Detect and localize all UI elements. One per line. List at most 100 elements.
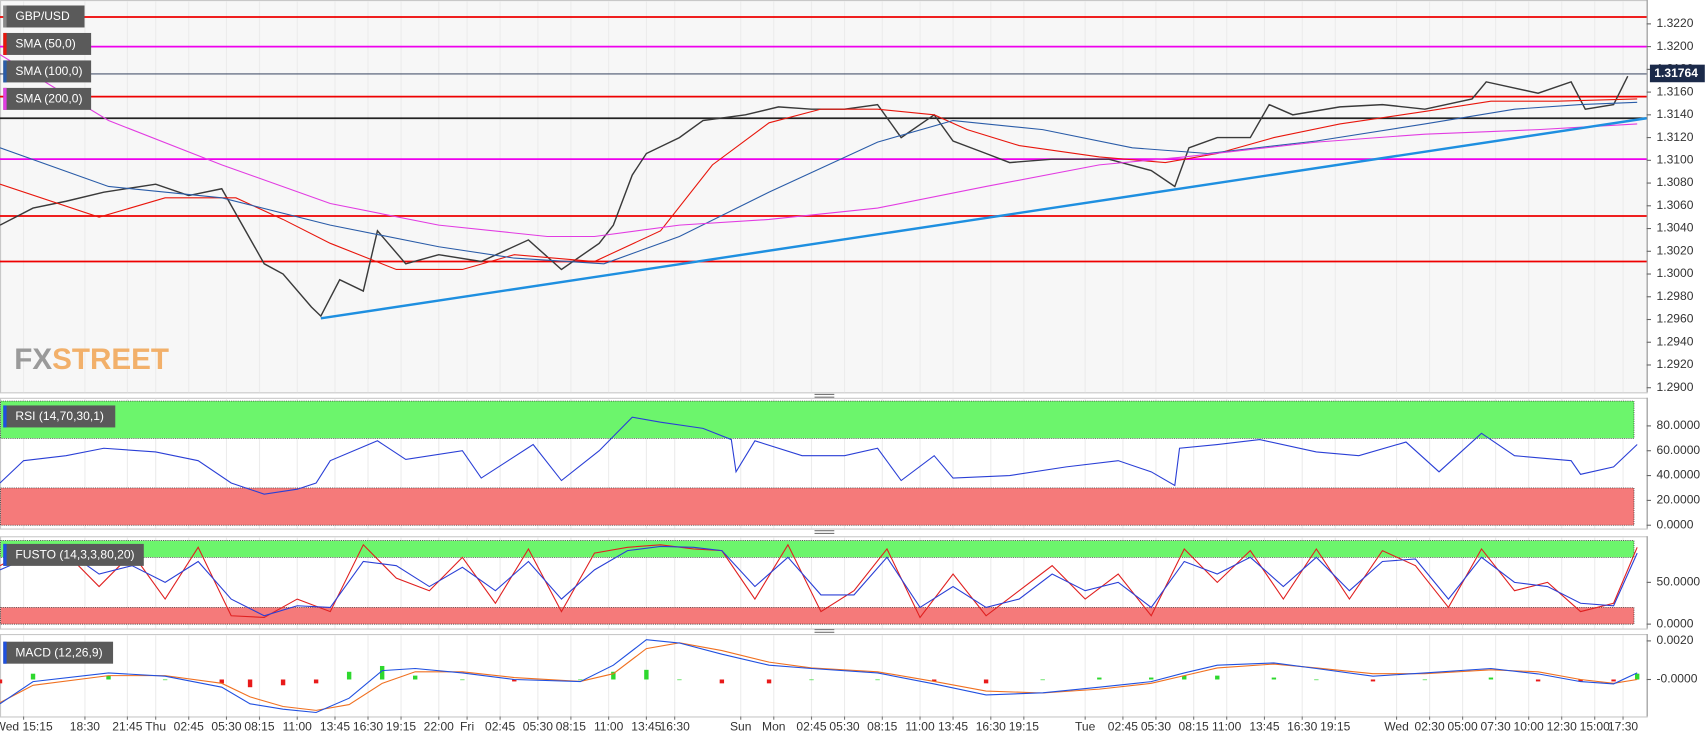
y-tick-label: 20.0000	[1657, 493, 1701, 507]
label-box	[3, 32, 92, 55]
histogram-bar	[219, 679, 224, 684]
y-tick-label: 1.2980	[1657, 289, 1694, 303]
x-tick-label: 12:30	[1547, 720, 1577, 734]
histogram-bar	[719, 679, 725, 684]
zone	[0, 540, 1635, 558]
x-tick-label: 08:15	[867, 720, 897, 734]
label-text: SMA (100,0)	[15, 64, 82, 78]
y-tick-label: 1.3040	[1657, 221, 1694, 235]
series-line	[0, 416, 1638, 495]
y-tick-label: 1.2960	[1657, 312, 1694, 326]
x-tick-label: 16:30	[660, 720, 690, 734]
histogram-bar	[1040, 679, 1045, 681]
logo: FXSTREET	[14, 343, 169, 376]
x-tick-label: 19:15	[386, 720, 416, 734]
histogram-bar	[313, 679, 319, 684]
x-tick-label: 02:45	[174, 720, 204, 734]
histogram-bar	[247, 679, 253, 688]
label-box	[3, 543, 144, 566]
histogram-bar	[162, 679, 168, 681]
y-tick-label: 1.3140	[1657, 107, 1694, 121]
y-tick-label: 1.3100	[1657, 153, 1694, 167]
histogram-bar	[983, 679, 989, 684]
y-tick-label: 1.3080	[1657, 175, 1694, 189]
logo-street: STREET	[52, 343, 169, 376]
histogram-bar	[1097, 677, 1102, 680]
y-tick-label: 0.0020	[1657, 633, 1694, 647]
x-tick-label: 05:30	[1141, 720, 1171, 734]
series-line	[0, 543, 1638, 619]
x-tick-label: 21:45	[112, 720, 142, 734]
histogram-bar	[766, 679, 772, 684]
y-tick-label: 80.0000	[1657, 418, 1701, 432]
histogram-bar	[875, 679, 880, 681]
x-tick-label: 13:45	[1249, 720, 1279, 734]
y-tick-label: 1.3220	[1657, 16, 1694, 30]
label-box	[3, 87, 92, 110]
label-box	[3, 60, 92, 83]
x-tick-label: 11:00	[283, 720, 313, 734]
x-tick-label: 05:30	[829, 720, 859, 734]
y-tick-label: 1.3020	[1657, 243, 1694, 257]
x-tick-label: 08:15	[556, 720, 586, 734]
label-stripe	[3, 32, 7, 55]
x-tick-label: 05:00	[1448, 720, 1478, 734]
label-stripe	[3, 87, 7, 110]
panel	[0, 634, 1648, 718]
x-tick-label: 15:00	[1580, 720, 1610, 734]
histogram-bar	[1271, 677, 1277, 680]
label-stripe	[3, 543, 7, 566]
zone	[0, 400, 1635, 439]
x-tick-label: 22:00	[424, 720, 454, 734]
label-text: SMA (200,0)	[15, 92, 82, 106]
histogram-bar	[611, 671, 616, 680]
histogram-bar	[1488, 677, 1494, 680]
series-line	[0, 545, 1638, 617]
x-tick-label: 05:30	[523, 720, 553, 734]
label-stripe	[3, 405, 7, 428]
histogram-bar	[1422, 679, 1428, 681]
series-line	[0, 98, 1638, 271]
y-tick-label: -0.0000	[1657, 672, 1698, 686]
x-tick-label: 02:30	[1414, 720, 1444, 734]
x-tick-label: 16:30	[353, 720, 383, 734]
x-tick-label: 08:15	[1179, 720, 1209, 734]
label-text: SMA (50,0)	[15, 37, 75, 51]
x-tick-label: 19:15	[1009, 720, 1039, 734]
price-tag	[1649, 64, 1705, 83]
panel-handles	[814, 393, 835, 633]
label-box	[3, 405, 116, 428]
x-tick-label: 13:45	[631, 720, 661, 734]
histogram-bar	[809, 679, 814, 681]
x-tick-label: 16:30	[976, 720, 1006, 734]
histogram-bar	[578, 679, 583, 681]
y-tick-label: 1.3000	[1657, 266, 1694, 280]
x-tick-label: 11:00	[594, 720, 624, 734]
histogram-bar	[1182, 675, 1187, 680]
y-tick-label: 50.0000	[1657, 575, 1701, 589]
histogram-bar	[1149, 677, 1154, 680]
price-tag-label: 1.31764	[1654, 66, 1698, 80]
x-tick-label: Fri	[460, 720, 474, 734]
logo-fx: FX	[14, 343, 52, 376]
histogram-bar	[30, 673, 36, 680]
x-tick-label: Mon	[762, 720, 785, 734]
y-tick-label: 1.3120	[1657, 130, 1694, 144]
label-text: MACD (12,26,9)	[15, 645, 102, 659]
label-stripe	[3, 5, 7, 28]
x-tick-label: 19:15	[1320, 720, 1350, 734]
x-tick-label: 11:00	[905, 720, 935, 734]
histogram-bar	[644, 669, 649, 680]
x-tick-label: 13:45	[938, 720, 968, 734]
zone	[0, 607, 1635, 625]
histogram-bar	[379, 665, 385, 680]
histogram-bar	[931, 679, 937, 682]
y-tick-label: 0.0000	[1657, 616, 1694, 630]
x-tick-label: Wed 15:15	[0, 720, 53, 734]
x-tick-label: Thu	[145, 720, 166, 734]
x-tick-label: 18:30	[70, 720, 100, 734]
x-tick-label: 02:45	[1108, 720, 1138, 734]
y-tick-label: 40.0000	[1657, 468, 1701, 482]
histogram-bar	[1535, 679, 1541, 682]
